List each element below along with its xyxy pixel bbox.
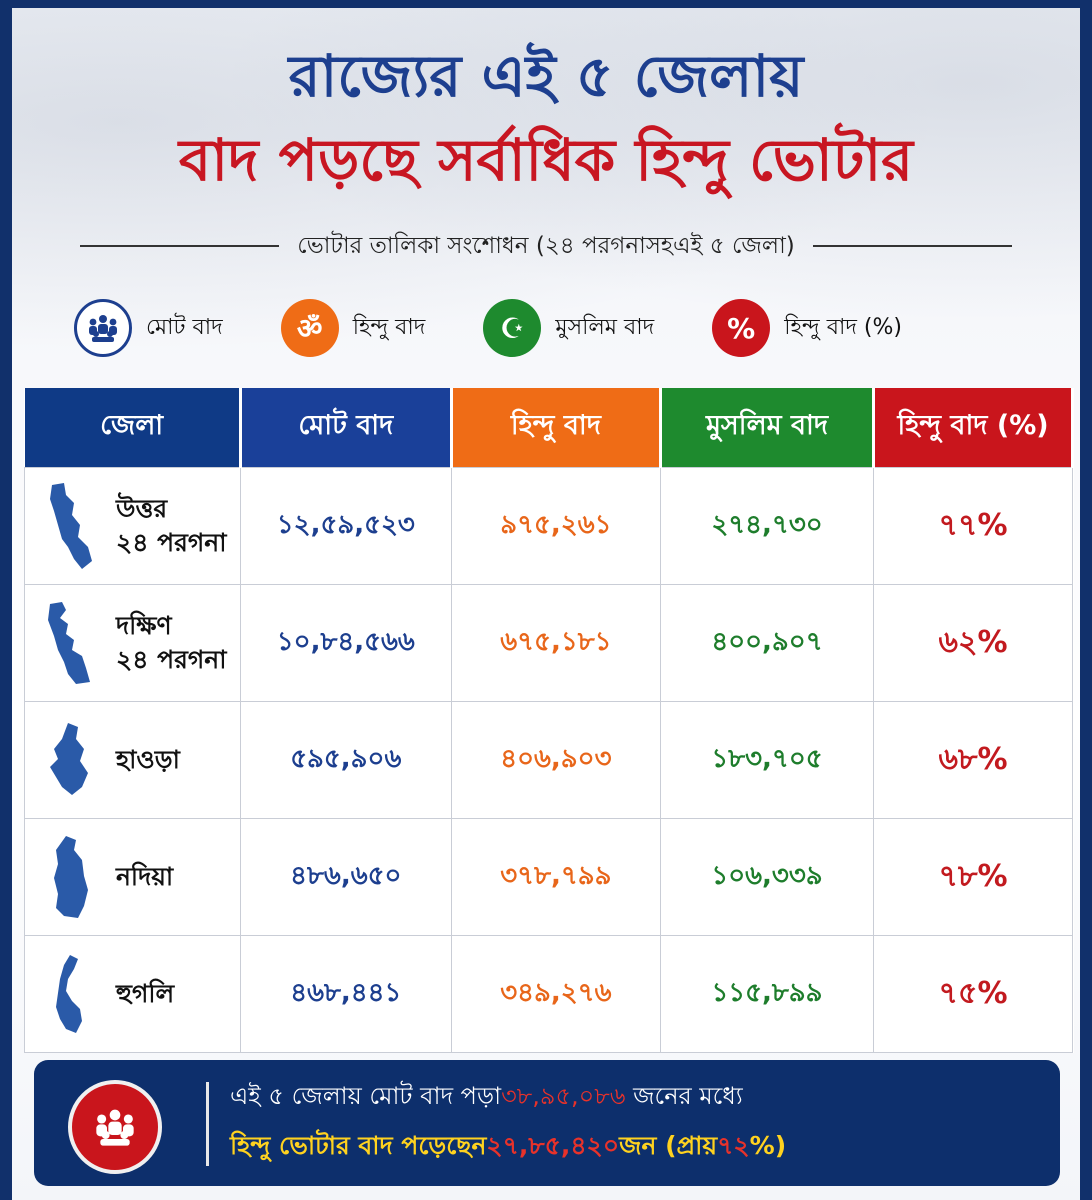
people-group-icon — [68, 1080, 162, 1174]
pct-cell: ৭৭% — [873, 467, 1073, 585]
district-map-icon — [48, 602, 90, 684]
summary-line2-pre: হিন্দু ভোটার বাদ পড়েছেন — [230, 1131, 487, 1160]
summary-line2: হিন্দু ভোটার বাদ পড়েছেন২৭,৮৫,৪২০জন (প্র… — [230, 1126, 786, 1169]
summary-line2-post: %) — [749, 1131, 787, 1160]
legend-item-pct: % হিন্দু বাদ (%) — [712, 299, 902, 357]
table-row: হাওড়া ৫৯৫,৯০৬ ৪০৬,৯০৩ ১৮৩,৭০৫ ৬৮% — [24, 701, 1073, 819]
district-name: উত্তর — [116, 494, 168, 523]
table-row: দক্ষিণ ২৪ পরগনা ১০,৮৪,৫৬৬ ৬৭৫,১৮১ ৪০০,৯০… — [24, 584, 1073, 702]
summary-line1-post: জনের মধ্যে — [633, 1082, 743, 1110]
summary-pct: ৭২ — [717, 1131, 750, 1160]
table-row: উত্তর ২৪ পরগনা ১২,৫৯,৫২৩ ৯৭৫,২৬১ ২৭৪,৭৩০… — [24, 467, 1073, 585]
legend-label: মোট বাদ — [146, 314, 223, 340]
district-name: দক্ষিণ — [116, 611, 172, 640]
people-group-icon — [74, 299, 132, 357]
muslim-cell: ১৮৩,৭০৫ — [659, 701, 875, 819]
legend: মোট বাদ ॐ হিন্দু বাদ ☪ মুসলিম বাদ % হিন্… — [74, 298, 1064, 358]
hindu-cell: ৩৭৮,৭৯৯ — [450, 818, 661, 936]
table-row: হুগলি ৪৬৮,৪৪১ ৩৪৯,২৭৬ ১১৫,৮৯৯ ৭৫% — [24, 935, 1073, 1053]
summary-total-number: ৩৮,৯৫,০৮৬ — [501, 1082, 626, 1110]
total-cell: ১০,৮৪,৫৬৬ — [239, 584, 452, 702]
legend-label: হিন্দু বাদ — [352, 314, 426, 340]
legend-item-hindu: ॐ হিন্দু বাদ — [280, 299, 426, 357]
percent-icon: % — [712, 299, 771, 357]
district-name: হুগলি — [116, 979, 175, 1008]
district-map-icon — [54, 836, 88, 918]
hindu-cell: ৪০৬,৯০৩ — [450, 701, 661, 819]
district-name-line2: ২৪ পরগনা — [116, 645, 227, 674]
table-header-row: জেলা মোট বাদ হিন্দু বাদ মুসলিম বাদ হিন্দ… — [24, 388, 1074, 468]
summary-line1-pre: এই ৫ জেলায় মোট বাদ পড়া — [230, 1082, 502, 1110]
total-cell: ১২,৫৯,৫২৩ — [239, 467, 452, 585]
subtitle: ভোটার তালিকা সংশোধন (২৪ পরগনাসহএই ৫ জেলা… — [297, 232, 795, 259]
district-name-line2: ২৪ পরগনা — [116, 528, 227, 557]
pct-cell: ৭৮% — [873, 818, 1073, 936]
legend-label: হিন্দু বাদ (%) — [784, 314, 902, 340]
district-cell: উত্তর ২৪ পরগনা — [24, 467, 241, 585]
muslim-cell: ৪০০,৯০৭ — [659, 584, 875, 702]
district-name: হাওড়া — [116, 745, 180, 774]
headline-line1: রাজ্যের এই ৫ জেলায় — [288, 42, 804, 110]
district-cell: হুগলি — [24, 935, 241, 1053]
legend-label: মুসলিম বাদ — [555, 314, 655, 340]
muslim-cell: ২৭৪,৭৩০ — [659, 467, 875, 585]
header-total: মোট বাদ — [240, 388, 453, 468]
district-table: জেলা মোট বাদ হিন্দু বাদ মুসলিম বাদ হিন্দ… — [24, 388, 1074, 1053]
crescent-star-icon: ☪ — [483, 299, 542, 357]
summary-line2-mid: জন (প্রায় — [619, 1131, 718, 1160]
header-muslim: মুসলিম বাদ — [660, 388, 876, 468]
district-map-icon — [50, 723, 88, 795]
district-map-icon — [56, 955, 82, 1033]
divider-right — [812, 245, 1012, 247]
hindu-cell: ৯৭৫,২৬১ — [450, 467, 661, 585]
pct-cell: ৭৫% — [873, 935, 1073, 1053]
hindu-cell: ৩৪৯,২৭৬ — [450, 935, 661, 1053]
table-row: নদিয়া ৪৮৬,৬৫০ ৩৭৮,৭৯৯ ১০৬,৩৩৯ ৭৮% — [24, 818, 1073, 936]
infographic-card: রাজ্যের এই ৫ জেলায় বাদ পড়ছে সর্বাধিক হ… — [12, 8, 1080, 1200]
summary-hindu-number: ২৭,৮৫,৪২০ — [486, 1131, 620, 1160]
headline-line2: বাদ পড়ছে সর্বাধিক হিন্দু ভোটার — [178, 126, 914, 194]
footer-divider — [206, 1082, 209, 1166]
district-name: নদিয়া — [116, 862, 174, 891]
district-cell: হাওড়া — [24, 701, 241, 819]
muslim-cell: ১১৫,৮৯৯ — [659, 935, 875, 1053]
subtitle-row: ভোটার তালিকা সংশোধন (২৪ পরগনাসহএই ৫ জেলা… — [80, 226, 1012, 266]
summary-footer: এই ৫ জেলায় মোট বাদ পড়া৩৮,৯৫,০৮৬ জনের ম… — [34, 1060, 1060, 1186]
header-district: জেলা — [24, 388, 242, 468]
header-hindu: হিন্দু বাদ — [451, 388, 662, 468]
summary-line1: এই ৫ জেলায় মোট বাদ পড়া৩৮,৯৫,০৮৬ জনের ম… — [230, 1078, 743, 1118]
muslim-cell: ১০৬,৩৩৯ — [659, 818, 875, 936]
divider-left — [80, 245, 280, 247]
total-cell: ৪৬৮,৪৪১ — [239, 935, 452, 1053]
district-map-icon — [50, 483, 92, 569]
legend-item-muslim: ☪ মুসলিম বাদ — [483, 299, 654, 357]
total-cell: ৫৯৫,৯০৬ — [239, 701, 452, 819]
legend-item-total: মোট বাদ — [74, 299, 223, 357]
hindu-cell: ৬৭৫,১৮১ — [450, 584, 661, 702]
district-cell: নদিয়া — [24, 818, 241, 936]
pct-cell: ৬৮% — [873, 701, 1073, 819]
total-cell: ৪৮৬,৬৫০ — [239, 818, 452, 936]
district-cell: দক্ষিণ ২৪ পরগনা — [24, 584, 241, 702]
om-icon: ॐ — [280, 299, 339, 357]
pct-cell: ৬২% — [873, 584, 1073, 702]
header-hindu-pct: হিন্দু বাদ (%) — [873, 388, 1074, 468]
